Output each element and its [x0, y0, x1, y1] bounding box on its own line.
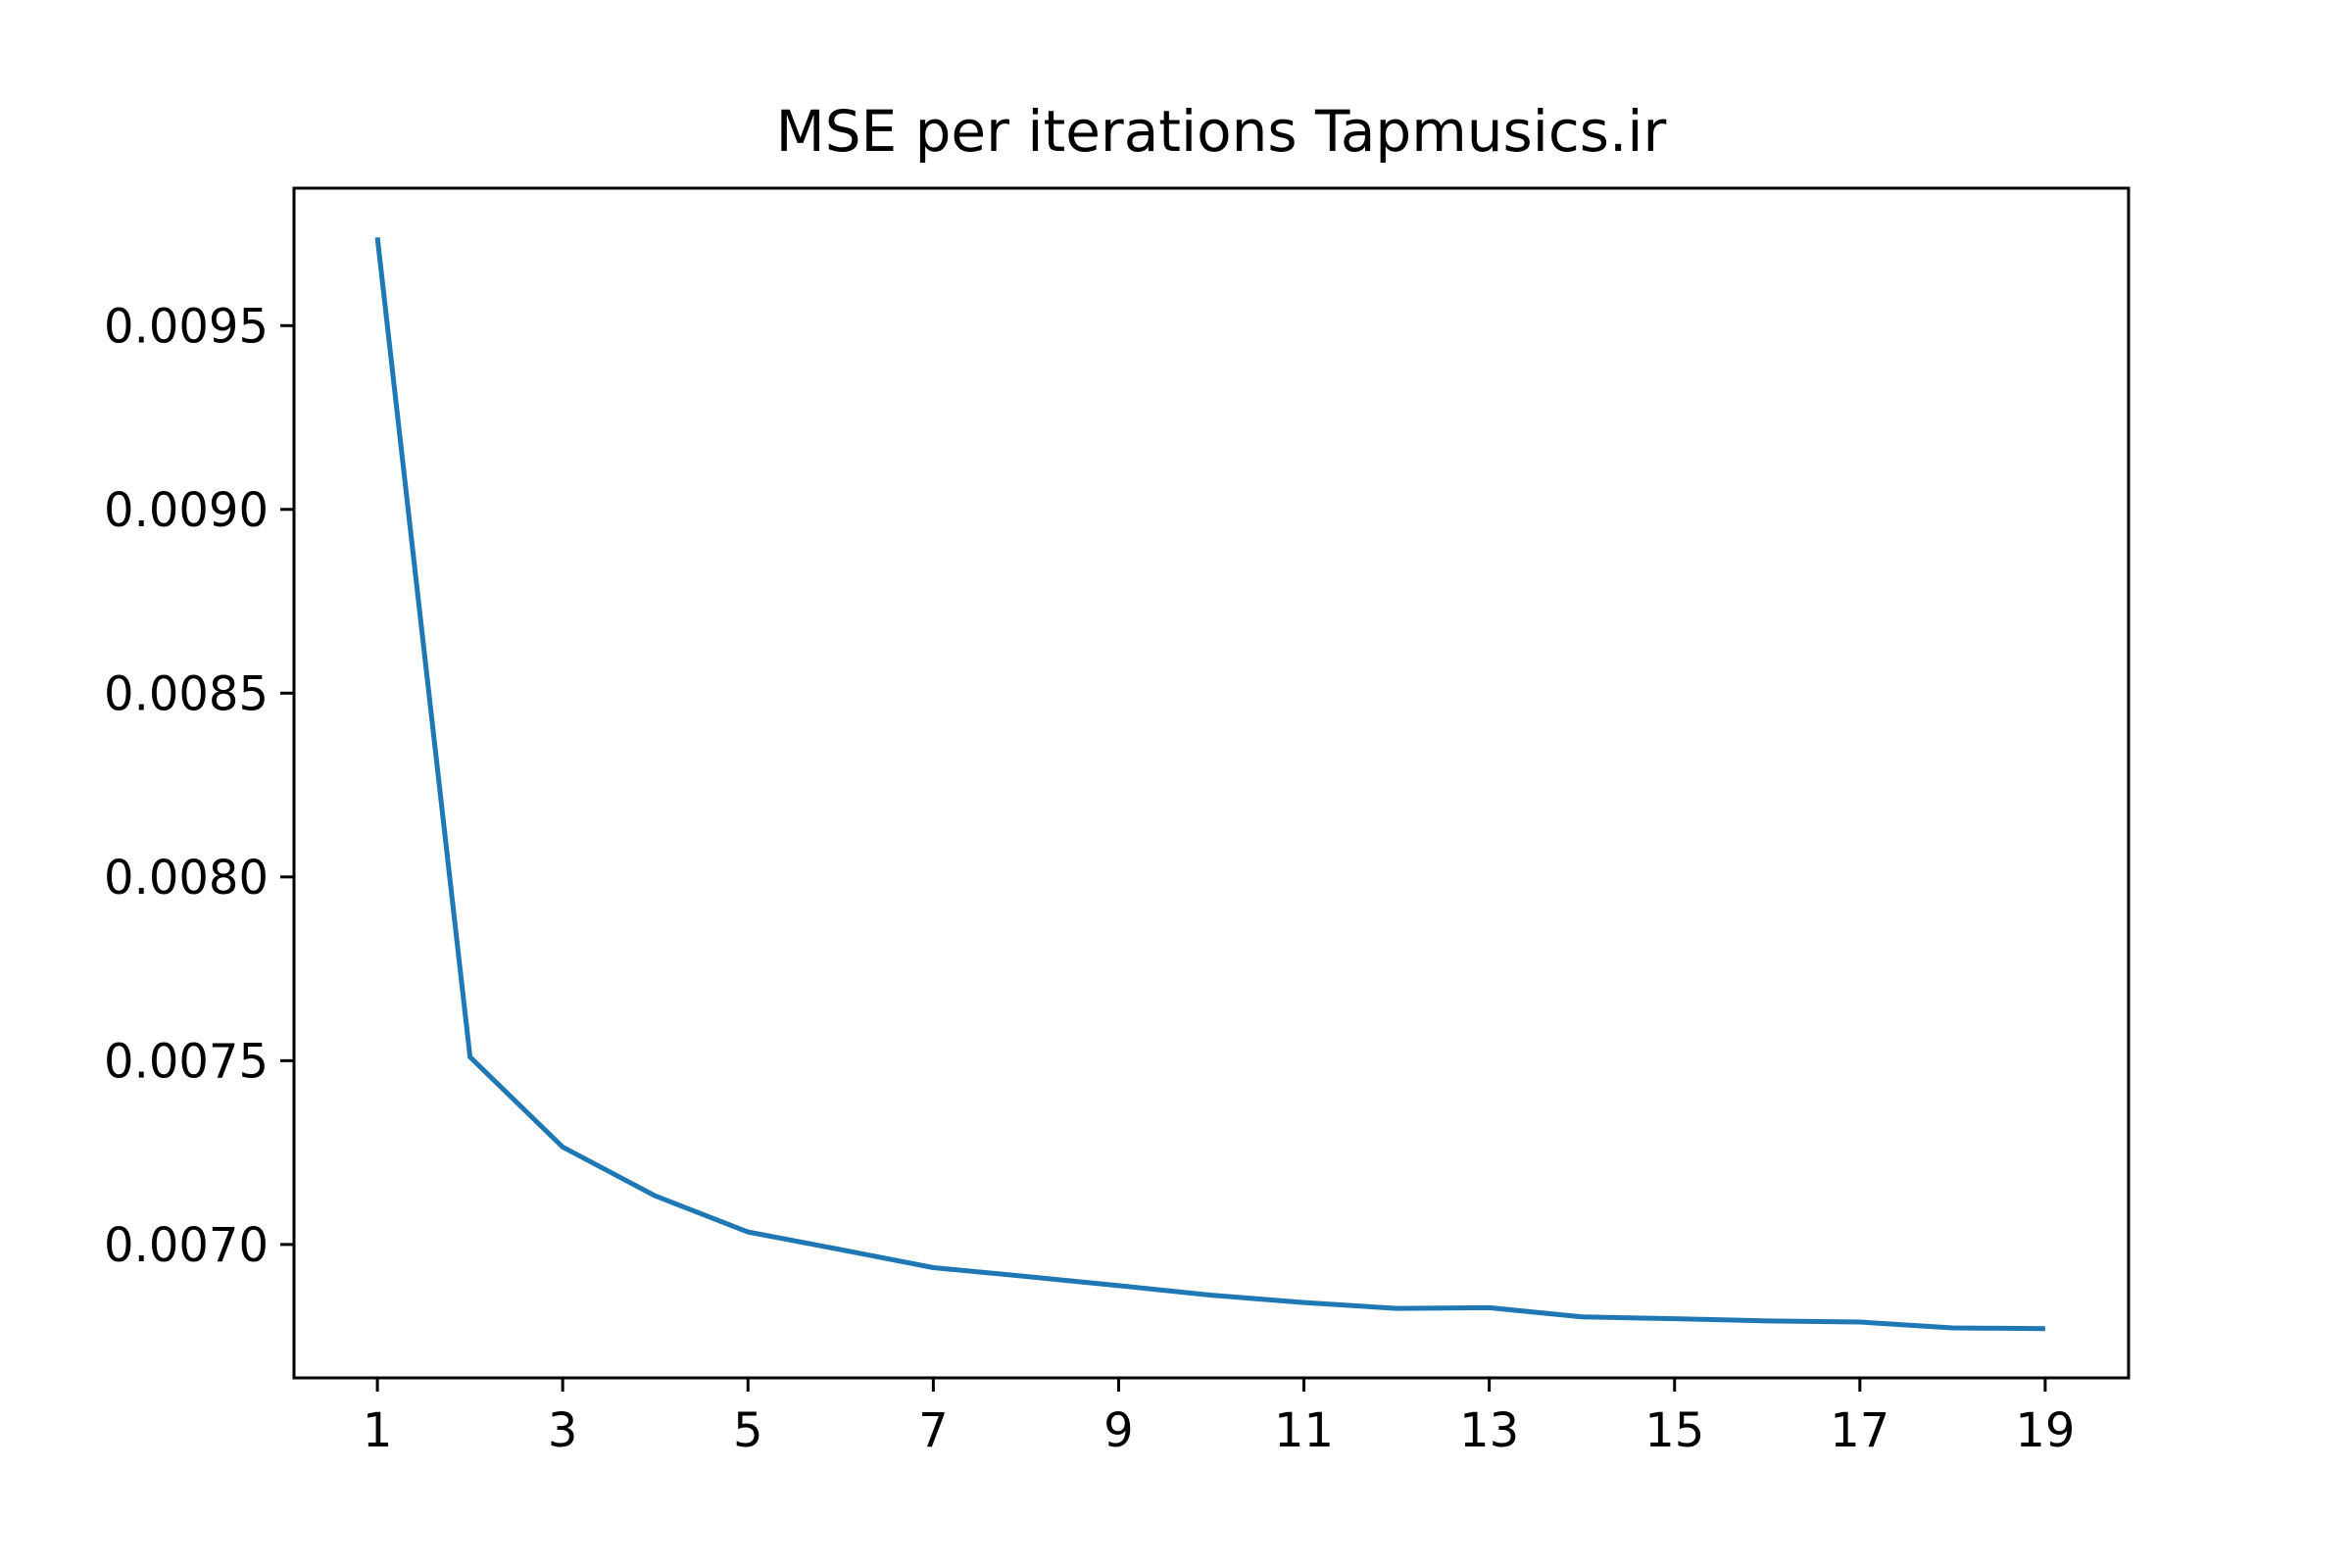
x-tick-label: 1: [363, 1403, 393, 1458]
x-tick-label: 9: [1103, 1403, 1134, 1458]
y-tick-label: 0.0070: [104, 1218, 269, 1273]
plot-area: 1 3 5 7 9 11 13 15 17 190.00700.00750.00800.00850…: [104, 236, 2075, 1458]
x-tick-label: 15: [1644, 1403, 1704, 1458]
x-tick-label: 3: [548, 1403, 578, 1458]
x-tick-label: 11: [1274, 1403, 1334, 1458]
y-tick-label: 0.0085: [104, 666, 269, 721]
y-tick-label: 0.0090: [104, 483, 269, 538]
x-tick-label: 7: [918, 1403, 949, 1458]
x-tick-label: 19: [2015, 1403, 2075, 1458]
x-tick-label: 5: [733, 1403, 763, 1458]
x-tick-label: 17: [1830, 1403, 1889, 1458]
y-tick-label: 0.0080: [104, 851, 269, 906]
y-tick-label: 0.0095: [104, 299, 269, 354]
series-line: [374, 236, 2045, 1332]
axes-frame: [292, 186, 2131, 1380]
chart-title: MSE per iterations Tapmusics.ir: [776, 98, 1667, 165]
y-tick-label: 0.0075: [104, 1034, 269, 1089]
x-tick-label: 13: [1459, 1403, 1519, 1458]
